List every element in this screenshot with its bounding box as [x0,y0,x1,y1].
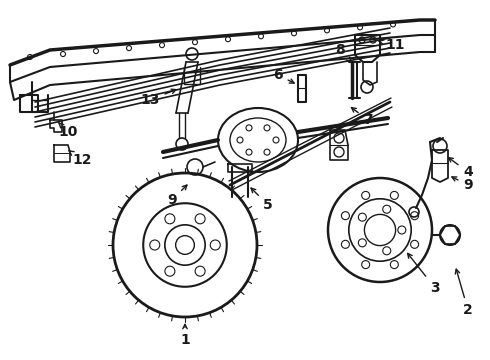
Text: 5: 5 [251,188,273,212]
Text: 12: 12 [69,151,92,167]
Text: 11: 11 [379,38,405,52]
Text: 13: 13 [140,89,176,107]
Text: 8: 8 [335,43,351,62]
Text: 4: 4 [448,158,473,179]
Text: 9: 9 [167,185,187,207]
Text: 7: 7 [351,108,373,127]
Text: 3: 3 [408,253,440,295]
Text: 9: 9 [452,177,473,192]
Text: 10: 10 [58,122,78,139]
Text: 1: 1 [180,324,190,347]
Text: 6: 6 [273,68,294,83]
Text: 2: 2 [455,269,473,317]
